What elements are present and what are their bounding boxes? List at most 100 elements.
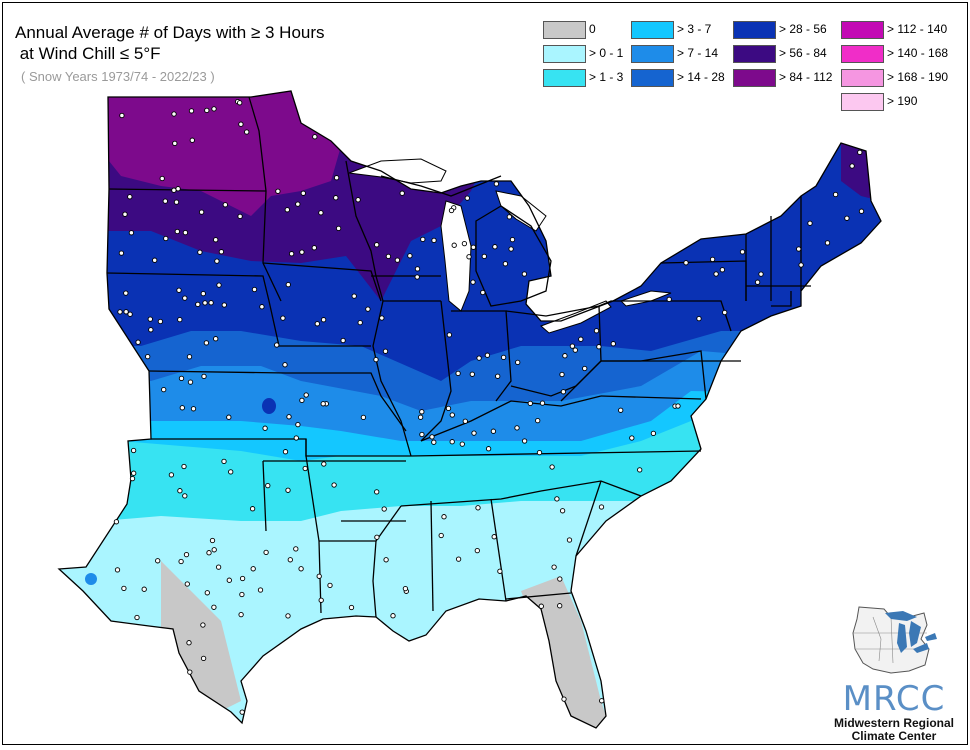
map-subtitle: ( Snow Years 1973/74 - 2022/23 )	[21, 69, 215, 84]
station-dot	[131, 470, 137, 476]
station-dot	[285, 487, 291, 493]
legend-label: > 140 - 168	[887, 46, 949, 60]
station-dot	[239, 591, 245, 598]
station-dot	[849, 163, 855, 169]
station-dot	[274, 342, 280, 348]
station-dot	[562, 353, 568, 359]
station-dot	[237, 213, 243, 220]
station-dot	[683, 260, 689, 266]
midwest-map-icon	[852, 606, 937, 674]
station-dot	[209, 537, 216, 544]
station-dot	[162, 198, 168, 204]
station-dot	[178, 375, 185, 382]
station-dot	[527, 400, 533, 407]
legend-label: > 14 - 28	[677, 70, 725, 84]
legend-swatch	[841, 93, 884, 111]
station-dot	[257, 587, 264, 593]
station-dot	[187, 669, 193, 675]
station-dot	[298, 566, 304, 572]
legend-label: 0	[589, 22, 596, 36]
station-dot	[300, 190, 306, 196]
station-dot	[183, 551, 190, 558]
station-dot	[549, 464, 555, 470]
station-dot	[318, 210, 324, 216]
station-dot	[414, 266, 421, 272]
station-dot	[578, 336, 584, 342]
station-dot	[318, 597, 324, 603]
station-dot	[152, 257, 158, 263]
station-dot	[557, 603, 563, 609]
station-dot	[493, 181, 500, 187]
station-dot	[228, 469, 234, 475]
station-dot	[610, 341, 616, 347]
station-dot	[399, 190, 405, 196]
station-dot	[186, 354, 193, 360]
station-dot	[514, 425, 520, 431]
legend-label: > 112 - 140	[887, 22, 948, 36]
station-dot	[480, 289, 486, 296]
station-dot	[824, 240, 831, 246]
station-dot	[171, 111, 177, 117]
station-dot	[211, 106, 217, 112]
station-dot	[429, 434, 435, 440]
station-dot	[201, 373, 207, 380]
station-dot	[171, 187, 177, 193]
station-dot	[374, 242, 380, 248]
legend-label: > 7 - 14	[677, 46, 719, 60]
station-dot	[333, 175, 340, 181]
station-dot	[470, 279, 476, 285]
station-dot	[796, 246, 802, 252]
station-dot	[374, 534, 380, 540]
station-dot	[572, 347, 578, 353]
station-dot	[557, 576, 563, 582]
station-dot	[497, 568, 503, 574]
station-dot	[709, 256, 716, 263]
station-dot	[135, 339, 141, 345]
station-dot	[374, 489, 380, 495]
station-dot	[446, 332, 453, 338]
station-dot	[650, 430, 657, 437]
station-dot	[666, 296, 672, 303]
station-dot	[295, 201, 301, 207]
legend-label: > 56 - 84	[779, 46, 827, 60]
legend-label: > 190	[887, 94, 918, 108]
station-dot	[182, 493, 188, 499]
station-dot	[348, 604, 355, 611]
station-dot	[280, 315, 286, 321]
station-dot	[476, 355, 482, 361]
mrcc-logo: MRCC Midwestern Regional Climate Center	[829, 603, 959, 743]
station-dot	[197, 249, 203, 255]
station-dot	[459, 441, 465, 447]
station-dot	[455, 370, 461, 377]
station-dot	[200, 290, 206, 297]
station-dot	[857, 149, 863, 156]
station-dot	[206, 550, 212, 556]
station-dot	[696, 315, 702, 322]
station-dot	[500, 354, 507, 361]
station-dot	[758, 271, 764, 277]
station-dot	[200, 655, 207, 662]
station-dot	[739, 249, 746, 255]
station-dot	[675, 403, 681, 409]
station-dot	[215, 564, 222, 570]
station-dot	[239, 575, 246, 582]
station-dot	[521, 271, 528, 277]
station-dot	[566, 537, 573, 543]
station-dot	[244, 129, 250, 135]
station-dot	[491, 534, 497, 540]
station-dot	[858, 208, 865, 214]
legend-label: > 0 - 1	[589, 46, 624, 60]
station-dot	[222, 202, 228, 208]
station-dot	[464, 195, 470, 201]
station-dot	[451, 242, 457, 248]
station-dot	[379, 315, 385, 321]
station-dot	[250, 566, 256, 572]
station-dot	[455, 556, 462, 562]
station-dot	[719, 267, 726, 273]
station-dot	[119, 112, 125, 119]
station-dot	[470, 244, 477, 250]
legend-swatch	[543, 21, 586, 39]
station-dot	[474, 547, 480, 554]
mrcc-line-1: Midwestern Regional	[833, 716, 955, 730]
station-dot	[618, 407, 624, 413]
